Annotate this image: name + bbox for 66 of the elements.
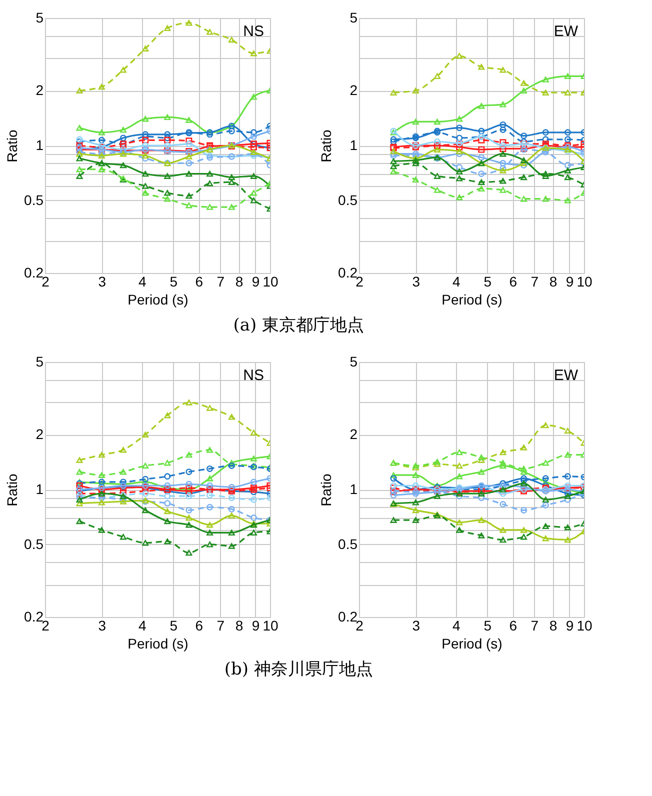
x-tick-label: 6 [195,274,204,290]
x-tick-label: 5 [170,274,178,290]
x-tick-label: 8 [235,618,244,634]
chart-title: NS [243,23,264,40]
x-tick-label: 9 [566,618,574,634]
x-tick-label: 3 [412,618,420,634]
x-tick-label: 3 [98,618,106,634]
chart-title: EW [554,367,579,384]
y-tick-label: 5 [350,354,358,370]
text: (a) 東京都庁地点 [233,316,364,336]
x-tick-label: 10 [262,274,278,290]
y-tick-label: 0.2 [24,608,44,624]
x-tick-label: 10 [576,274,592,290]
x-axis-title: Period (s) [128,636,188,652]
y-tick-label: 1 [36,481,44,497]
x-tick-label: 3 [412,274,420,290]
x-tick-label: 4 [452,618,461,634]
y-tick-label: 0.5 [338,536,358,552]
x-tick-label: 10 [262,618,278,634]
y-tick-label: 5 [350,10,358,26]
y-tick-label: 1 [36,137,44,153]
y-tick-label: 0.5 [338,192,358,208]
x-tick-label: 7 [216,618,225,634]
y-axis-title: Ratio [318,473,334,506]
x-tick-label: 4 [138,618,147,634]
y-tick-label: 0.5 [24,536,44,552]
chart-title: EW [554,23,579,40]
x-tick-label: 8 [549,618,558,634]
y-tick-label: 5 [36,10,44,26]
y-tick-label: 0.2 [24,264,44,280]
x-tick-label: 5 [170,618,178,634]
x-tick-label: 4 [452,274,461,290]
x-tick-label: 7 [530,274,539,290]
y-tick-label: 2 [350,426,358,442]
x-tick-label: 6 [509,618,518,634]
y-tick-label: 2 [36,426,44,442]
y-tick-label: 2 [36,82,44,98]
x-tick-label: 5 [484,274,492,290]
y-tick-label: 0.5 [24,192,44,208]
y-tick-label: 2 [350,82,358,98]
y-axis-title: Ratio [318,129,334,162]
y-axis-title: Ratio [4,129,20,162]
chart-title: NS [243,367,264,384]
x-tick-label: 5 [484,618,492,634]
x-axis-title: Period (s) [442,636,502,652]
y-tick-label: 1 [350,481,358,497]
x-axis-title: Period (s) [442,292,502,308]
x-tick-label: 8 [235,274,244,290]
y-tick-label: 0.2 [338,608,358,624]
y-tick-label: 1 [350,137,358,153]
y-tick-label: 0.2 [338,264,358,280]
x-tick-label: 7 [530,618,539,634]
x-tick-label: 6 [509,274,518,290]
x-tick-label: 9 [252,618,260,634]
x-tick-label: 3 [98,274,106,290]
y-axis-title: Ratio [4,473,20,506]
x-axis-title: Period (s) [128,292,188,308]
x-tick-label: 10 [576,618,592,634]
x-tick-label: 9 [252,274,260,290]
text: (b) 神奈川県庁地点 [224,660,373,680]
x-tick-label: 4 [138,274,147,290]
x-tick-label: 7 [216,274,225,290]
x-tick-label: 9 [566,274,574,290]
x-tick-label: 8 [549,274,558,290]
x-tick-label: 6 [195,618,204,634]
y-tick-label: 5 [36,354,44,370]
